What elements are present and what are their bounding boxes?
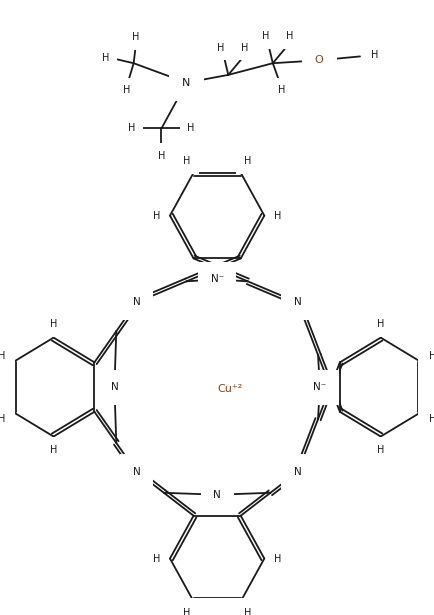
Text: H: H — [429, 414, 434, 424]
Text: H: H — [371, 50, 378, 60]
Text: H: H — [279, 85, 286, 95]
Text: O: O — [315, 55, 324, 65]
Text: H: H — [153, 554, 161, 563]
Text: H: H — [187, 124, 195, 133]
Text: H: H — [286, 31, 293, 41]
Text: N⁻: N⁻ — [313, 382, 326, 392]
Text: N: N — [213, 490, 221, 500]
Text: N: N — [182, 77, 191, 88]
Text: H: H — [243, 156, 251, 166]
Text: N⁻: N⁻ — [210, 274, 224, 284]
Text: H: H — [0, 351, 5, 360]
Text: H: H — [50, 445, 57, 455]
Text: H: H — [262, 31, 269, 41]
Text: H: H — [217, 42, 224, 53]
Text: H: H — [128, 124, 135, 133]
Text: H: H — [243, 608, 251, 615]
Text: H: H — [184, 608, 191, 615]
Text: N: N — [132, 298, 140, 308]
Text: H: H — [273, 554, 281, 563]
Text: H: H — [153, 210, 161, 221]
Text: H: H — [429, 351, 434, 360]
Text: N: N — [294, 298, 302, 308]
Text: N: N — [294, 467, 302, 477]
Text: H: H — [241, 42, 249, 53]
Text: H: H — [158, 151, 165, 161]
Text: H: H — [132, 32, 139, 42]
Text: H: H — [50, 319, 57, 329]
Text: N: N — [132, 467, 140, 477]
Text: H: H — [377, 445, 385, 455]
Text: N: N — [111, 382, 118, 392]
Text: Cu⁺²: Cu⁺² — [217, 384, 243, 394]
Text: H: H — [273, 210, 281, 221]
Text: H: H — [123, 85, 131, 95]
Text: H: H — [377, 319, 385, 329]
Text: H: H — [0, 414, 5, 424]
Text: H: H — [184, 156, 191, 166]
Text: H: H — [102, 54, 109, 63]
